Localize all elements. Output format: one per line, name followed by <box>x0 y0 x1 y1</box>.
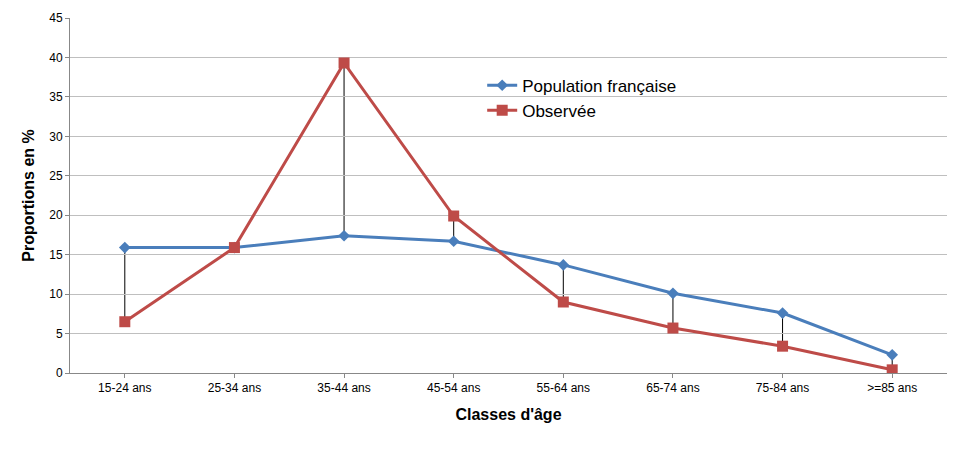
svg-text:Observée: Observée <box>522 102 596 121</box>
svg-text:40: 40 <box>49 51 63 65</box>
svg-text:25-34 ans: 25-34 ans <box>208 381 261 395</box>
svg-text:35-44 ans: 35-44 ans <box>317 381 370 395</box>
svg-text:Population française: Population française <box>522 77 676 96</box>
svg-text:Proportions en %: Proportions en % <box>20 129 37 261</box>
svg-text:45: 45 <box>49 11 63 25</box>
svg-text:15-24 ans: 15-24 ans <box>98 381 151 395</box>
svg-text:55-64 ans: 55-64 ans <box>537 381 590 395</box>
svg-text:>=85 ans: >=85 ans <box>867 381 917 395</box>
svg-text:Classes d'âge: Classes d'âge <box>455 406 561 423</box>
svg-text:20: 20 <box>49 208 63 222</box>
svg-text:30: 30 <box>49 130 63 144</box>
svg-text:15: 15 <box>49 248 63 262</box>
svg-text:5: 5 <box>56 327 63 341</box>
svg-text:65-74 ans: 65-74 ans <box>646 381 699 395</box>
svg-text:0: 0 <box>56 366 63 380</box>
svg-text:75-84 ans: 75-84 ans <box>756 381 809 395</box>
svg-text:25: 25 <box>49 169 63 183</box>
svg-text:35: 35 <box>49 90 63 104</box>
svg-text:10: 10 <box>49 287 63 301</box>
svg-text:45-54 ans: 45-54 ans <box>427 381 480 395</box>
